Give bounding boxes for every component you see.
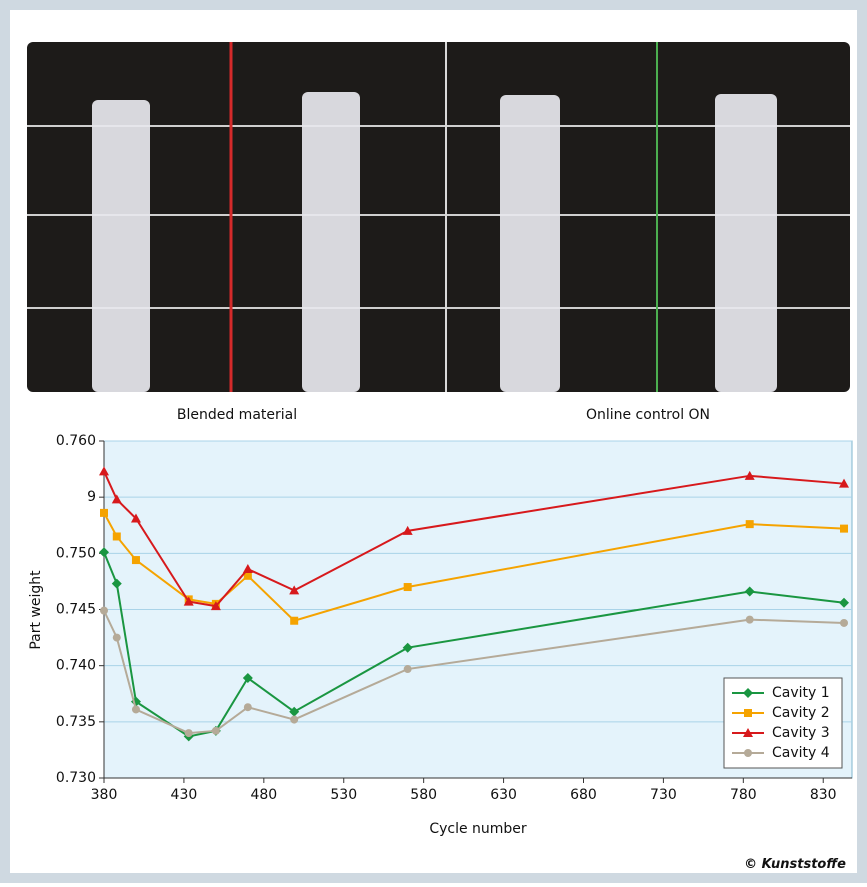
series-line bbox=[103, 551, 845, 738]
caption: Blended material bbox=[177, 407, 297, 423]
photo bbox=[27, 42, 850, 392]
x-tick-label: 780 bbox=[730, 787, 757, 803]
caption: Online control ON bbox=[586, 407, 710, 423]
marker bbox=[743, 728, 753, 737]
marker bbox=[111, 578, 122, 589]
y-tick-label: 0.735 bbox=[56, 714, 96, 730]
x-tick-label: 530 bbox=[330, 787, 357, 803]
marker bbox=[745, 615, 754, 624]
y-tick-label: 0.745 bbox=[56, 602, 96, 618]
marker bbox=[242, 673, 253, 684]
x-tick-label: 580 bbox=[410, 787, 437, 803]
photo-bg bbox=[27, 42, 850, 392]
x-tick-label: 680 bbox=[570, 787, 597, 803]
marker bbox=[290, 616, 299, 625]
marker bbox=[112, 532, 121, 541]
marker bbox=[744, 586, 755, 597]
series-line bbox=[103, 512, 845, 622]
marker bbox=[744, 470, 755, 480]
x-axis-label: Cycle number bbox=[429, 821, 527, 837]
legend-label: Cavity 2 bbox=[772, 705, 830, 721]
marker bbox=[744, 709, 752, 717]
legend-label: Cavity 4 bbox=[772, 745, 830, 761]
marker bbox=[839, 478, 850, 488]
marker bbox=[290, 715, 299, 724]
marker bbox=[99, 547, 109, 558]
legend-label: Cavity 3 bbox=[772, 725, 830, 741]
marker bbox=[840, 524, 849, 533]
legend-label: Cavity 1 bbox=[772, 685, 830, 701]
marker bbox=[402, 642, 413, 653]
marker bbox=[184, 729, 193, 738]
marker bbox=[243, 571, 252, 580]
y-tick-label: 0.760 bbox=[56, 433, 96, 449]
series-line bbox=[103, 610, 845, 735]
marker bbox=[130, 513, 141, 523]
x-tick-label: 630 bbox=[490, 787, 517, 803]
marker bbox=[111, 494, 122, 504]
marker bbox=[839, 597, 850, 608]
marker bbox=[112, 633, 121, 642]
y-tick-label: 0.730 bbox=[56, 770, 96, 786]
marker bbox=[242, 564, 253, 574]
marker bbox=[210, 601, 221, 611]
marker bbox=[745, 520, 754, 529]
series-line bbox=[103, 470, 845, 608]
y-tick-label: 9 bbox=[87, 489, 96, 505]
marker bbox=[211, 726, 220, 735]
marker bbox=[100, 508, 108, 517]
x-tick-label: 380 bbox=[91, 787, 118, 803]
y-tick-label: 0.740 bbox=[56, 658, 96, 674]
marker bbox=[99, 466, 109, 476]
marker bbox=[100, 606, 108, 615]
x-tick-label: 830 bbox=[810, 787, 837, 803]
marker bbox=[840, 618, 849, 627]
marker bbox=[131, 705, 140, 714]
marker bbox=[243, 703, 252, 712]
x-tick-label: 730 bbox=[650, 787, 677, 803]
y-axis-label: Part weight bbox=[28, 570, 44, 650]
parts bbox=[92, 92, 777, 392]
marker bbox=[402, 525, 413, 535]
marker bbox=[131, 556, 140, 565]
marker bbox=[403, 665, 412, 674]
marker bbox=[743, 688, 753, 698]
x-tick-label: 430 bbox=[171, 787, 198, 803]
marker bbox=[744, 749, 752, 757]
x-tick-label: 480 bbox=[250, 787, 277, 803]
marker bbox=[183, 596, 194, 606]
credit: © Kunststoffe bbox=[744, 857, 846, 872]
y-tick-label: 0.750 bbox=[56, 545, 96, 561]
marker bbox=[289, 585, 300, 595]
marker bbox=[289, 706, 300, 717]
marker bbox=[403, 583, 412, 592]
